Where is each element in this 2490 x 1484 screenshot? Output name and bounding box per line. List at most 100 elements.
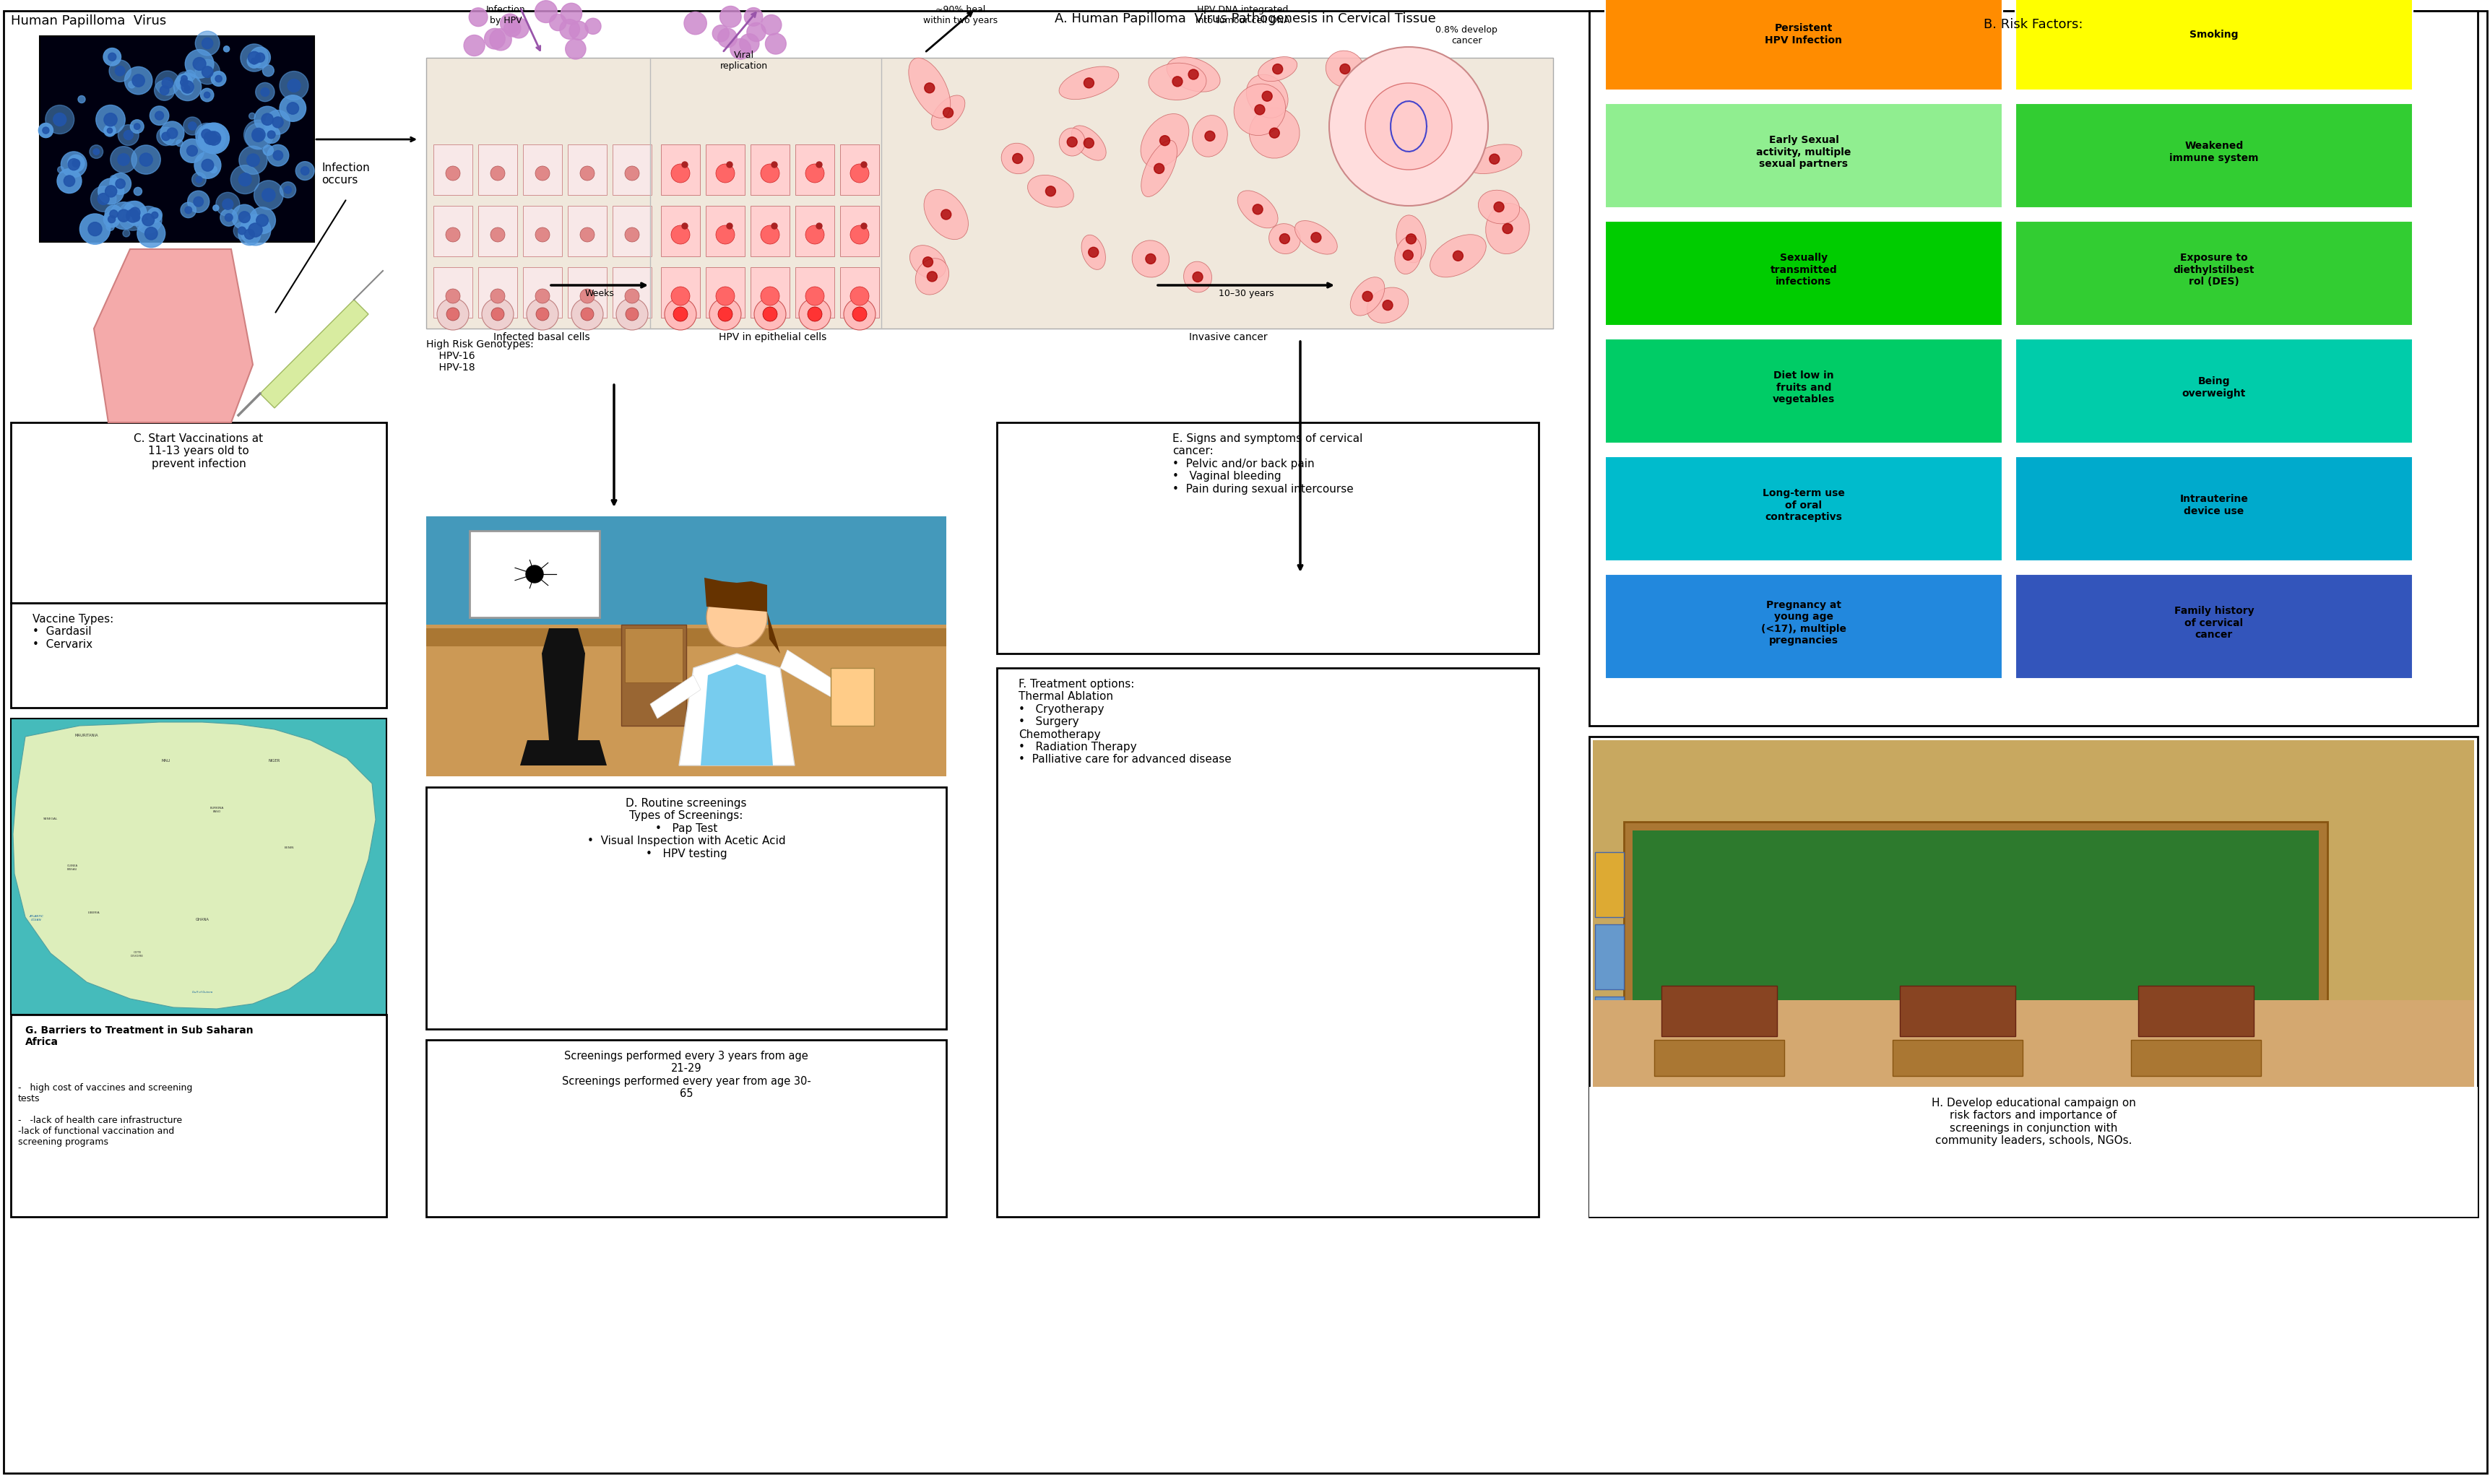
Circle shape bbox=[110, 211, 117, 218]
Circle shape bbox=[207, 132, 222, 145]
Bar bbox=[996, 668, 1539, 1217]
Bar bbox=[568, 144, 608, 194]
Circle shape bbox=[134, 123, 139, 129]
Bar bbox=[426, 516, 946, 776]
Circle shape bbox=[772, 223, 777, 229]
Circle shape bbox=[159, 122, 184, 145]
Ellipse shape bbox=[1058, 128, 1086, 156]
Circle shape bbox=[87, 223, 102, 236]
Polygon shape bbox=[700, 665, 772, 766]
Circle shape bbox=[580, 227, 595, 242]
Circle shape bbox=[157, 128, 174, 145]
Bar bbox=[1589, 1086, 2478, 1217]
Bar bbox=[660, 144, 700, 194]
Circle shape bbox=[1340, 64, 1350, 74]
Bar bbox=[2014, 338, 2413, 444]
Circle shape bbox=[585, 18, 600, 34]
Circle shape bbox=[97, 178, 124, 205]
Circle shape bbox=[266, 131, 276, 138]
Ellipse shape bbox=[909, 245, 946, 279]
Text: HPV DNA integrated
into tumour cell DNA: HPV DNA integrated into tumour cell DNA bbox=[1195, 4, 1290, 25]
Circle shape bbox=[239, 174, 251, 186]
Circle shape bbox=[202, 67, 214, 77]
Circle shape bbox=[154, 111, 164, 120]
Polygon shape bbox=[543, 632, 585, 741]
Circle shape bbox=[234, 223, 251, 239]
Circle shape bbox=[535, 166, 550, 181]
Circle shape bbox=[670, 163, 690, 183]
Circle shape bbox=[249, 47, 271, 68]
Circle shape bbox=[1262, 91, 1272, 101]
Circle shape bbox=[107, 128, 112, 134]
Circle shape bbox=[759, 286, 779, 306]
Circle shape bbox=[217, 193, 239, 217]
Bar bbox=[1631, 831, 2318, 1048]
Circle shape bbox=[759, 226, 779, 243]
Circle shape bbox=[254, 181, 284, 209]
Circle shape bbox=[247, 55, 261, 68]
Circle shape bbox=[625, 307, 637, 321]
Circle shape bbox=[129, 208, 139, 218]
Circle shape bbox=[197, 123, 227, 153]
Circle shape bbox=[286, 79, 301, 92]
Ellipse shape bbox=[1238, 190, 1277, 229]
Circle shape bbox=[52, 113, 67, 126]
Circle shape bbox=[1362, 162, 1372, 172]
Circle shape bbox=[147, 208, 162, 223]
Circle shape bbox=[730, 39, 749, 59]
Circle shape bbox=[468, 7, 488, 27]
Circle shape bbox=[1407, 234, 1417, 243]
Circle shape bbox=[535, 289, 550, 303]
Bar bbox=[2136, 985, 2253, 1036]
Circle shape bbox=[242, 45, 269, 71]
Bar bbox=[426, 1040, 946, 1217]
Bar bbox=[471, 531, 600, 617]
Bar bbox=[705, 206, 745, 257]
Circle shape bbox=[682, 162, 687, 168]
Ellipse shape bbox=[1267, 224, 1300, 254]
Circle shape bbox=[177, 139, 182, 147]
Circle shape bbox=[137, 220, 164, 248]
Bar bbox=[613, 144, 652, 194]
Circle shape bbox=[232, 165, 259, 194]
Circle shape bbox=[127, 209, 144, 226]
Bar bbox=[1594, 741, 2473, 1086]
Text: GHANA: GHANA bbox=[194, 917, 209, 922]
Text: Weakened
immune system: Weakened immune system bbox=[2169, 141, 2258, 163]
Bar bbox=[10, 423, 386, 603]
Text: Infected basal cells: Infected basal cells bbox=[493, 332, 590, 343]
Circle shape bbox=[110, 174, 132, 194]
Circle shape bbox=[707, 588, 767, 647]
Circle shape bbox=[436, 298, 468, 329]
Circle shape bbox=[944, 108, 954, 117]
Circle shape bbox=[197, 177, 202, 183]
Circle shape bbox=[239, 223, 261, 245]
Circle shape bbox=[535, 307, 548, 321]
Circle shape bbox=[266, 144, 289, 166]
Circle shape bbox=[580, 307, 593, 321]
Circle shape bbox=[921, 257, 934, 267]
Bar bbox=[794, 144, 834, 194]
Bar bbox=[40, 36, 314, 242]
Circle shape bbox=[1501, 224, 1511, 233]
Circle shape bbox=[90, 186, 117, 212]
Circle shape bbox=[129, 82, 134, 88]
Circle shape bbox=[817, 223, 822, 229]
Circle shape bbox=[1160, 135, 1170, 145]
Text: Sexually
transmitted
infections: Sexually transmitted infections bbox=[1770, 252, 1838, 286]
Circle shape bbox=[804, 163, 824, 183]
Circle shape bbox=[189, 122, 197, 131]
Bar bbox=[523, 267, 563, 318]
Circle shape bbox=[117, 125, 139, 145]
Circle shape bbox=[1188, 70, 1198, 80]
Circle shape bbox=[154, 80, 174, 101]
Ellipse shape bbox=[1325, 50, 1365, 88]
Ellipse shape bbox=[1071, 126, 1106, 160]
Polygon shape bbox=[520, 741, 608, 766]
Circle shape bbox=[296, 162, 314, 180]
Circle shape bbox=[247, 154, 259, 166]
Bar bbox=[1604, 0, 2002, 91]
Circle shape bbox=[204, 132, 217, 144]
Circle shape bbox=[1382, 300, 1392, 310]
Bar bbox=[1623, 822, 2326, 1055]
